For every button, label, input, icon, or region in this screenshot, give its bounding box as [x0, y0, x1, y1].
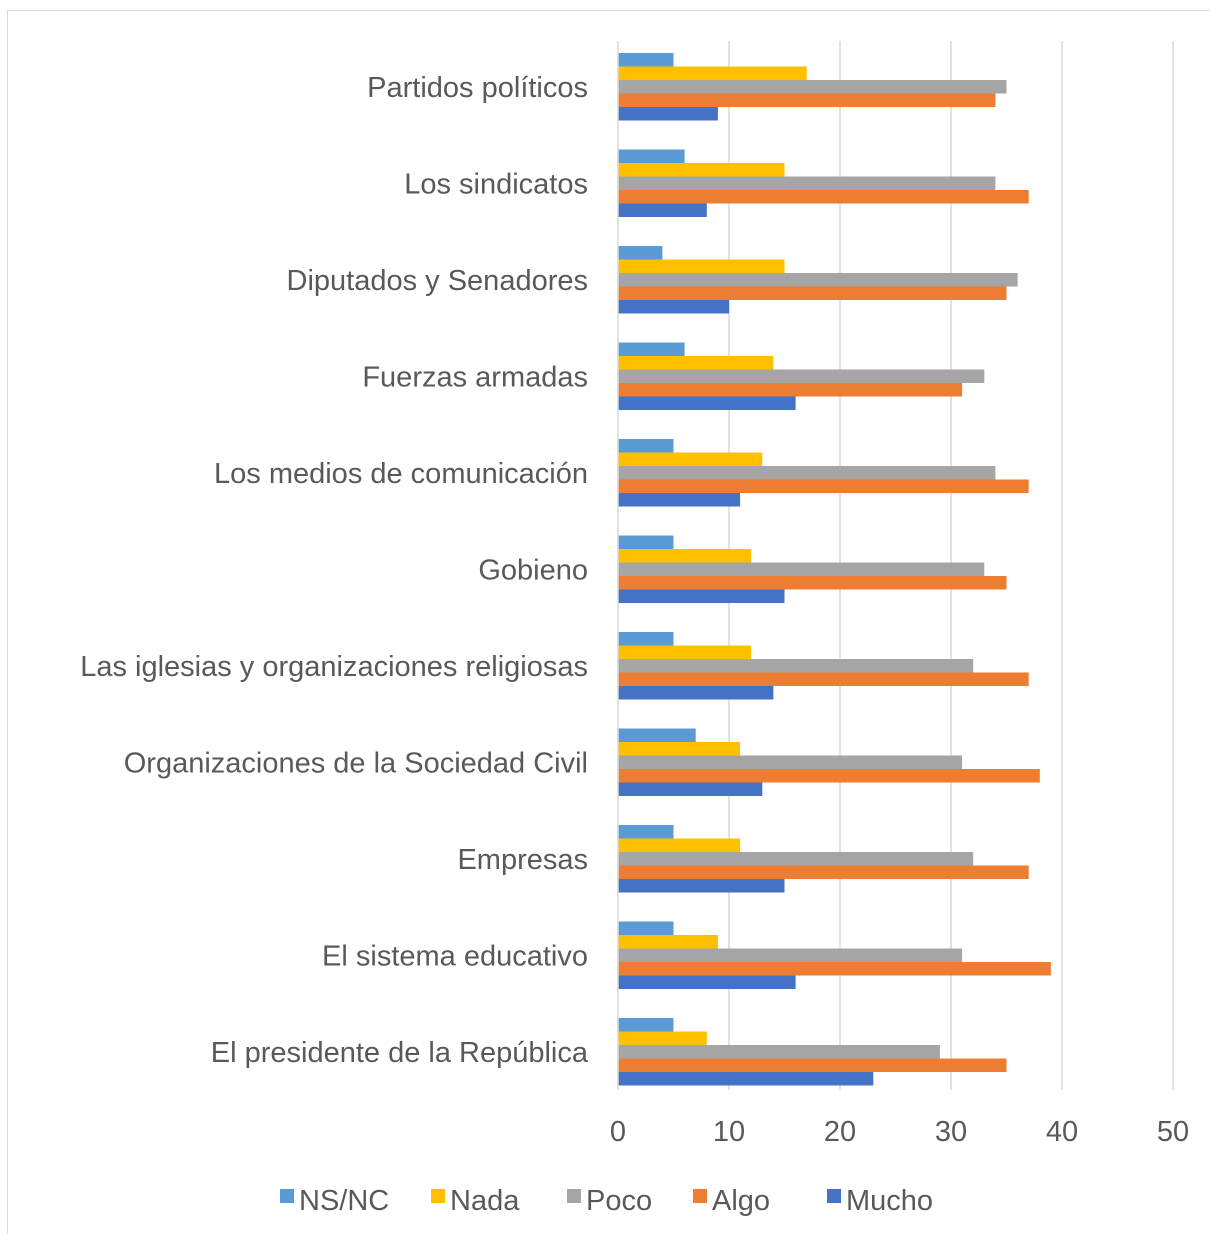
- bar-algo: [618, 479, 1029, 493]
- bar-nada: [618, 452, 763, 466]
- bar-algo: [618, 286, 1007, 300]
- category-label: Fuerzas armadas: [362, 361, 588, 393]
- legend-label: Poco: [586, 1185, 652, 1217]
- category-label: Partidos políticos: [367, 72, 588, 104]
- category-labels: Partidos políticos Los sindicatos Diputado…: [80, 72, 589, 1069]
- category-label: Organizaciones de la Sociedad Civil: [124, 747, 588, 779]
- bar-algo: [618, 865, 1029, 879]
- legend-swatch-poco: [567, 1189, 581, 1203]
- x-tick-label: 50: [1157, 1116, 1189, 1148]
- bar-mucho: [618, 493, 741, 507]
- bar-nada: [618, 356, 774, 370]
- legend: NS/NC Nada Poco Algo Mucho: [280, 1185, 933, 1217]
- category-label: El presidente de la República: [211, 1037, 589, 1069]
- bar-poco: [618, 369, 985, 383]
- category-label: Gobieno: [478, 554, 588, 586]
- bar-ns-nc: [618, 246, 663, 260]
- legend-swatch-nada: [431, 1189, 445, 1203]
- legend-label: Nada: [450, 1185, 520, 1217]
- bar-mucho: [618, 686, 774, 700]
- bar-poco: [618, 80, 1007, 94]
- bar-algo: [618, 383, 963, 397]
- legend-swatch-algo: [693, 1189, 707, 1203]
- bar-algo: [618, 769, 1040, 783]
- legend-label: Algo: [712, 1185, 770, 1217]
- bar-poco: [618, 755, 963, 769]
- bar-nada: [618, 645, 752, 659]
- bar-poco: [618, 659, 974, 673]
- bar-poco: [618, 562, 985, 576]
- bar-ns-nc: [618, 342, 685, 356]
- bar-poco: [618, 273, 1018, 287]
- category-label: Empresas: [457, 844, 588, 876]
- bar-mucho: [618, 879, 785, 893]
- bars: [618, 53, 1051, 1086]
- bar-ns-nc: [618, 728, 696, 742]
- bar-ns-nc: [618, 825, 674, 839]
- category-label: Diputados y Senadores: [287, 265, 588, 297]
- legend-swatch-mucho: [827, 1189, 841, 1203]
- bar-nada: [618, 935, 718, 949]
- bar-ns-nc: [618, 921, 674, 935]
- bar-poco: [618, 466, 996, 480]
- bar-poco: [618, 852, 974, 866]
- bar-nada: [618, 1031, 707, 1045]
- legend-label: NS/NC: [299, 1185, 389, 1217]
- x-tick-label: 30: [935, 1116, 967, 1148]
- bar-nada: [618, 742, 741, 756]
- legend-swatch-ns-nc: [280, 1189, 294, 1203]
- category-label: El sistema educativo: [322, 940, 588, 972]
- bar-algo: [618, 962, 1051, 976]
- bar-nada: [618, 549, 752, 563]
- bar-algo: [618, 93, 996, 107]
- bar-ns-nc: [618, 1018, 674, 1032]
- category-label: Los medios de comunicación: [214, 458, 588, 490]
- bar-ns-nc: [618, 439, 674, 453]
- bar-mucho: [618, 589, 785, 603]
- bar-ns-nc: [618, 149, 685, 163]
- bar-nada: [618, 66, 807, 80]
- bar-nada: [618, 838, 741, 852]
- bar-mucho: [618, 975, 796, 989]
- bar-algo: [618, 1058, 1007, 1072]
- legend-label: Mucho: [846, 1185, 933, 1217]
- bar-mucho: [618, 396, 796, 410]
- x-tick-labels: 0 10 20 30 40 50: [610, 1116, 1189, 1148]
- bar-poco: [618, 948, 963, 962]
- category-label: Los sindicatos: [404, 168, 588, 200]
- bar-ns-nc: [618, 632, 674, 646]
- x-tick-label: 0: [610, 1116, 626, 1148]
- bar-mucho: [618, 203, 707, 217]
- bar-algo: [618, 672, 1029, 686]
- category-label: Las iglesias y organizaciones religiosas: [80, 651, 588, 683]
- bar-mucho: [618, 107, 718, 121]
- chart-frame: [7, 10, 1210, 1234]
- x-tick-label: 10: [713, 1116, 745, 1148]
- bar-poco: [618, 176, 996, 190]
- bar-ns-nc: [618, 535, 674, 549]
- bar-mucho: [618, 1072, 874, 1086]
- bar-ns-nc: [618, 53, 674, 67]
- x-tick-label: 40: [1046, 1116, 1078, 1148]
- x-tick-label: 20: [824, 1116, 856, 1148]
- bar-nada: [618, 259, 785, 273]
- bar-algo: [618, 576, 1007, 590]
- bar-poco: [618, 1045, 940, 1059]
- bar-mucho: [618, 782, 763, 796]
- bar-mucho: [618, 300, 729, 314]
- bar-algo: [618, 190, 1029, 204]
- bar-nada: [618, 163, 785, 177]
